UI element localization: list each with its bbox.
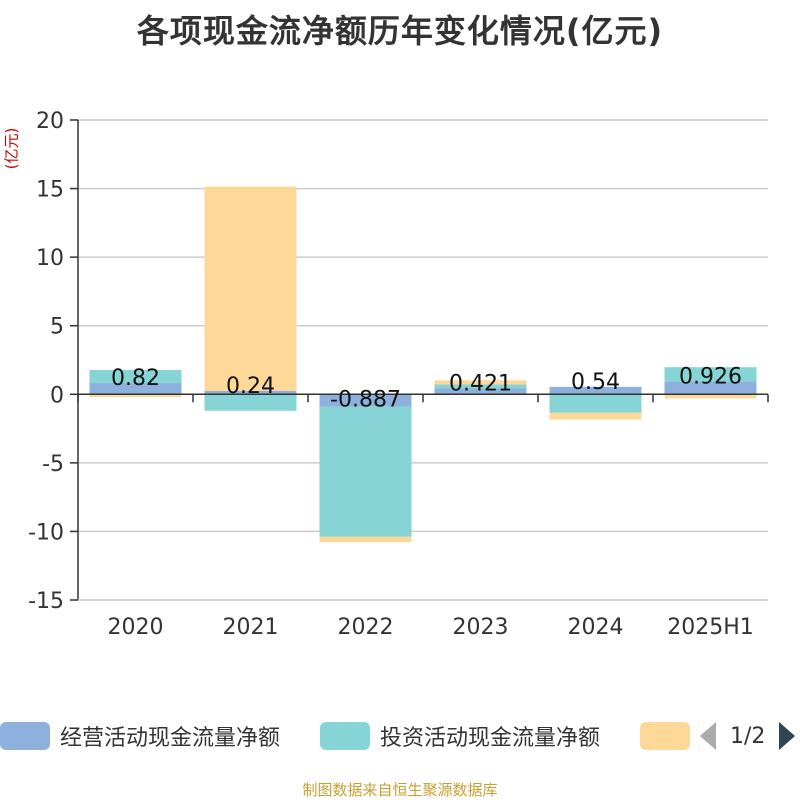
bar-2023-series-1 (434, 384, 527, 389)
y-tick-label: -10 (28, 520, 64, 545)
bar-2020-series-1 (89, 370, 182, 384)
x-tick-label: 2023 (453, 615, 509, 640)
legend-page-indicator: 1/2 (730, 723, 766, 749)
next-page-icon[interactable] (779, 722, 796, 750)
grid-lines (78, 119, 768, 533)
bar-2021-series-1 (204, 394, 297, 411)
bar-2022-series-1 (319, 406, 412, 537)
legend: 经营活动现金流量净额 投资活动现金流量净额 1/2 (0, 716, 800, 756)
legend-item-operating[interactable]: 经营活动现金流量净额 (0, 716, 280, 756)
legend-item-investing[interactable]: 投资活动现金流量净额 (320, 716, 600, 756)
data-label-2020: 0.82 (111, 366, 160, 391)
bar-2023-series-0 (434, 388, 527, 395)
bar-2025H1-series-0 (664, 381, 757, 395)
y-tick-label: -15 (28, 589, 64, 614)
legend-swatch-financing (640, 722, 690, 750)
y-tick-label: 5 (50, 315, 64, 340)
bar-2020-series-2 (89, 394, 182, 398)
y-tick-label: 10 (36, 246, 64, 271)
axes-layer: 20 15 10 5 0 -5 -10 -15 2020 2021 2022 2023 2024 2025… (28, 109, 769, 640)
data-label-2024: 0.54 (571, 370, 620, 395)
data-label-2025H1: 0.926 (679, 365, 742, 390)
legend-label-investing: 投资活动现金流量净额 (380, 726, 601, 751)
x-tick-label: 2021 (223, 615, 279, 640)
legend-item-financing[interactable] (640, 716, 690, 756)
bar-2024-series-2 (549, 412, 642, 420)
prev-page-icon[interactable] (700, 722, 716, 750)
source-footer: 制图数据来自恒生聚源数据库 (302, 781, 498, 799)
bar-2025H1-series-2 (664, 394, 757, 399)
chart-title: 各项现金流净额历年变化情况(亿元) (136, 12, 664, 50)
y-tick-label: 0 (50, 383, 64, 408)
bar-2022-series-0 (319, 394, 412, 407)
bar-2020-series-0 (89, 383, 182, 395)
bar-2023-series-2 (434, 380, 527, 385)
data-label-2022: -0.887 (330, 387, 401, 412)
data-label-2023: 0.421 (449, 372, 512, 397)
x-tick-label: 2024 (568, 615, 624, 640)
y-tick-label: 20 (36, 109, 64, 134)
legend-label-operating: 经营活动现金流量净额 (60, 726, 281, 751)
x-tick-label: 2025H1 (667, 615, 754, 640)
data-label-2021: 0.24 (226, 374, 275, 399)
bar-2024-series-1 (549, 394, 642, 413)
legend-pager: 1/2 (700, 716, 796, 756)
y-tick-label: 15 (36, 178, 64, 203)
x-tick-label: 2020 (108, 615, 164, 640)
bar-2024-series-0 (549, 386, 642, 395)
chart-canvas: 20 15 10 5 0 -5 -10 -15 2020 2021 2022 2023 2024 2025… (28, 109, 769, 640)
bar-2022-series-2 (319, 536, 412, 543)
x-tick-label: 2022 (338, 615, 394, 640)
bar-layer (89, 186, 757, 543)
legend-swatch-investing (320, 722, 370, 750)
bar-2021-series-2 (204, 186, 297, 391)
legend-swatch-operating (0, 722, 50, 750)
y-tick-label: -5 (42, 452, 64, 477)
bar-2025H1-series-1 (664, 367, 757, 382)
data-label-layer: 0.82 0.24 -0.887 0.421 0.54 0.926 (111, 365, 742, 413)
bar-2021-series-0 (204, 390, 297, 395)
